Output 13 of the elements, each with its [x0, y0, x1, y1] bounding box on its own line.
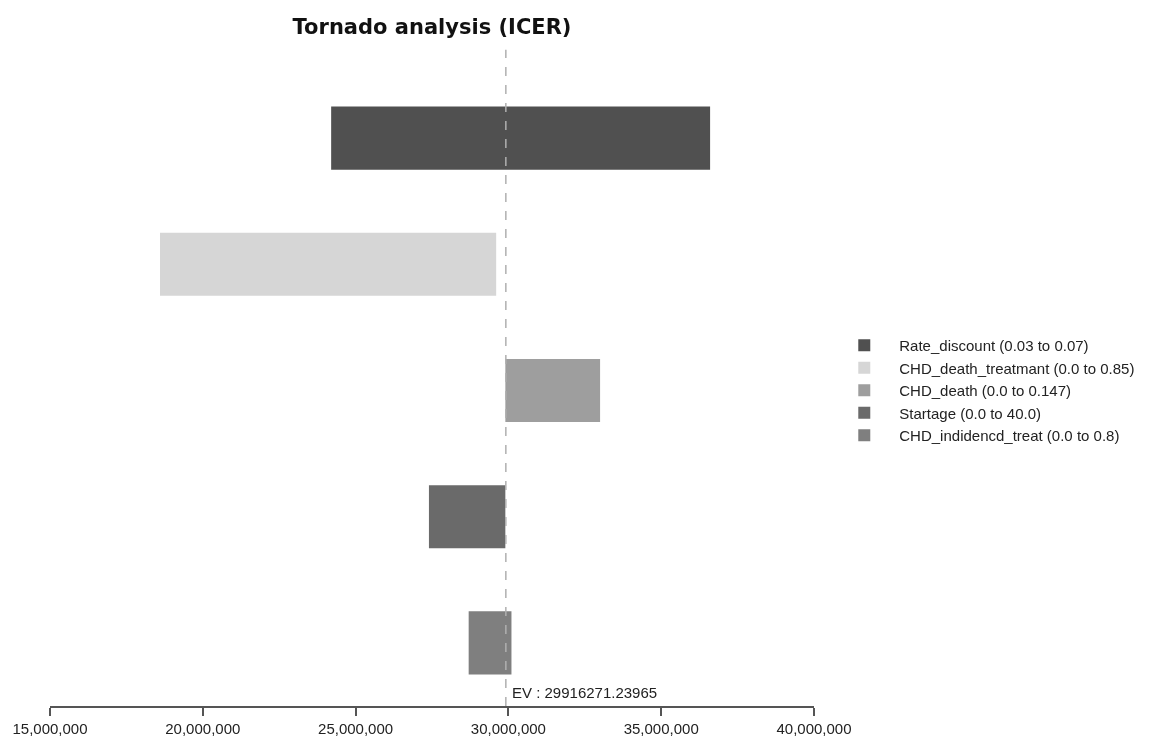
x-tick-label: 35,000,000	[623, 719, 699, 737]
x-tick-label: 25,000,000	[318, 719, 394, 737]
x-tick-label: 30,000,000	[470, 719, 546, 737]
x-tick-label: 15,000,000	[12, 719, 88, 737]
legend-label: CHD_death (0.0 to 0.147)	[899, 382, 1072, 400]
ref-line-label: EV : 29916271.23965	[512, 684, 658, 701]
legend-label: CHD_indidencd_treat (0.0 to 0.8)	[899, 427, 1120, 445]
legend-label: Rate_discount (0.03 to 0.07)	[899, 337, 1089, 355]
legend-label: CHD_death_treatmant (0.0 to 0.85)	[899, 359, 1135, 377]
chart-title: Tornado analysis (ICER)	[292, 14, 572, 39]
legend-label: Startage (0.0 to 40.0)	[899, 404, 1042, 422]
x-tick-label: 40,000,000	[776, 719, 852, 737]
x-tick-label: 20,000,000	[165, 719, 241, 737]
